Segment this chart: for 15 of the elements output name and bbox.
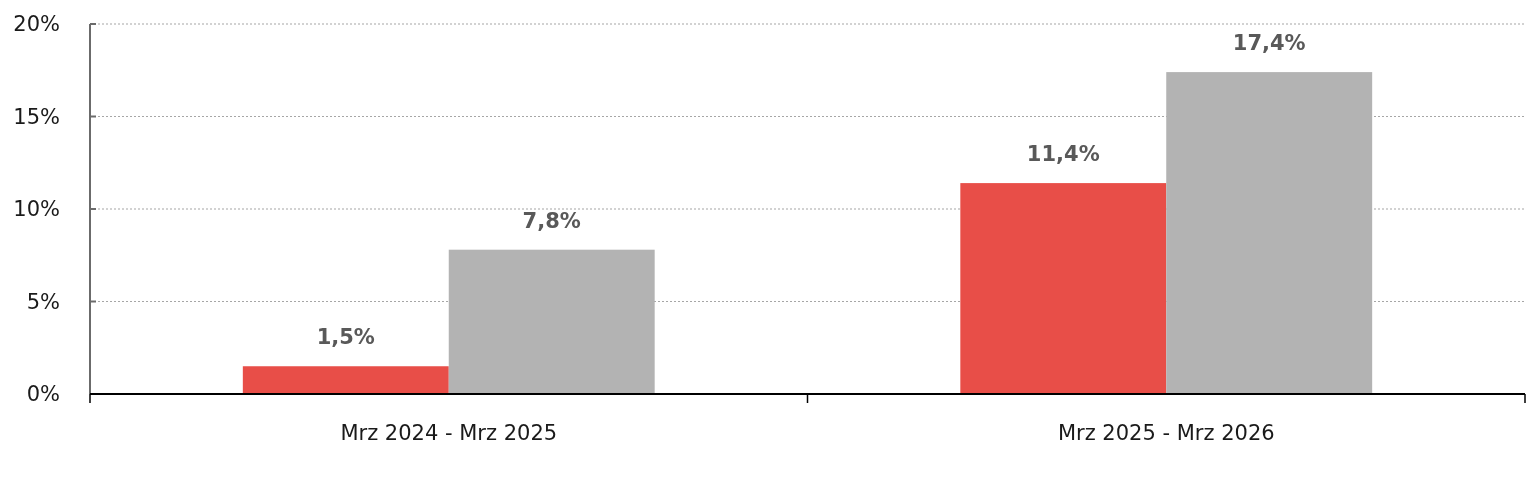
y-tick-label: 20%	[13, 12, 60, 37]
y-tick-label: 0%	[26, 382, 60, 407]
bar	[960, 183, 1167, 394]
y-tick-label: 5%	[26, 289, 60, 314]
bar	[448, 249, 655, 394]
data-label: 7,8%	[522, 208, 581, 233]
data-label: 11,4%	[1026, 142, 1100, 167]
data-label: 1,5%	[316, 325, 375, 350]
x-tick-label: Mrz 2025 - Mrz 2026	[1057, 421, 1275, 445]
y-tick-label: 10%	[13, 197, 60, 222]
x-tick-label: Mrz 2024 - Mrz 2025	[340, 421, 558, 445]
bar	[1166, 72, 1373, 394]
bar	[242, 366, 449, 394]
data-label: 17,4%	[1232, 31, 1306, 56]
y-tick-label: 15%	[13, 104, 60, 129]
